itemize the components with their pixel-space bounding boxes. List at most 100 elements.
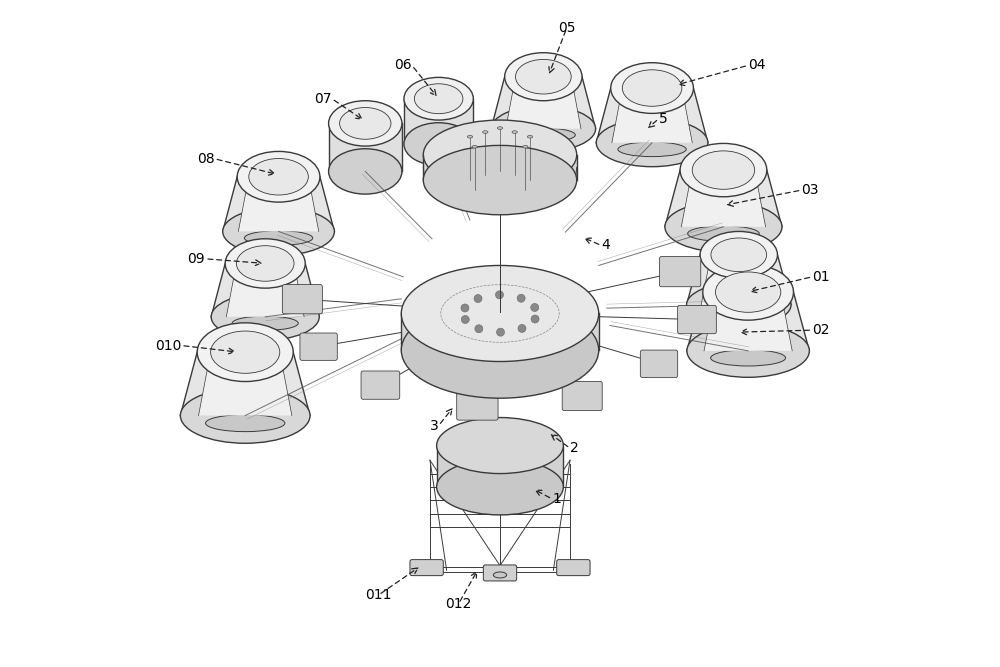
Circle shape [461,315,469,323]
Ellipse shape [665,201,782,252]
Text: 05: 05 [558,21,575,35]
Polygon shape [612,88,692,143]
Ellipse shape [180,388,310,444]
Ellipse shape [414,84,463,113]
Text: 07: 07 [314,92,332,105]
Ellipse shape [237,151,320,202]
Text: 012: 012 [445,597,472,610]
Ellipse shape [223,207,334,255]
Text: 02: 02 [812,323,830,337]
Circle shape [497,328,505,336]
Text: 09: 09 [188,252,205,265]
Ellipse shape [467,135,473,138]
FancyBboxPatch shape [361,371,400,400]
Polygon shape [180,352,310,416]
Circle shape [475,325,483,333]
Polygon shape [199,352,292,416]
Ellipse shape [491,106,596,151]
Ellipse shape [611,63,693,113]
Polygon shape [238,177,319,231]
Polygon shape [458,379,482,394]
Text: 4: 4 [601,239,610,252]
Ellipse shape [711,350,786,366]
Ellipse shape [511,128,575,142]
Circle shape [461,304,469,312]
Polygon shape [226,317,304,323]
Polygon shape [681,227,766,233]
Polygon shape [437,446,563,487]
Circle shape [531,303,539,311]
Text: 1: 1 [552,492,561,506]
FancyBboxPatch shape [483,565,517,581]
Ellipse shape [622,70,682,106]
Circle shape [517,294,525,302]
Ellipse shape [692,151,755,189]
Ellipse shape [687,283,791,327]
Text: 010: 010 [155,339,181,352]
Ellipse shape [211,293,319,340]
Polygon shape [687,292,809,351]
Ellipse shape [472,145,477,148]
Polygon shape [491,77,596,129]
Ellipse shape [225,239,305,288]
Ellipse shape [512,131,517,133]
FancyBboxPatch shape [300,333,337,360]
Ellipse shape [211,331,280,374]
Ellipse shape [437,418,563,474]
Polygon shape [435,372,459,387]
Polygon shape [701,305,776,311]
FancyBboxPatch shape [410,560,443,576]
Ellipse shape [707,304,771,317]
Polygon shape [329,123,402,171]
FancyBboxPatch shape [282,285,322,313]
Ellipse shape [527,135,533,138]
Text: 5: 5 [659,112,667,125]
Ellipse shape [232,316,298,330]
Ellipse shape [715,272,781,312]
Ellipse shape [329,149,402,194]
Ellipse shape [703,264,793,320]
FancyBboxPatch shape [557,560,590,576]
Polygon shape [596,88,708,143]
Ellipse shape [437,459,563,515]
FancyBboxPatch shape [562,382,602,411]
Ellipse shape [516,59,571,94]
Polygon shape [506,77,581,129]
Text: 2: 2 [570,442,579,455]
Polygon shape [541,372,565,387]
Ellipse shape [401,302,599,398]
Polygon shape [401,313,599,350]
Polygon shape [665,170,782,227]
Ellipse shape [493,572,507,578]
Text: 04: 04 [748,59,766,72]
FancyBboxPatch shape [640,350,678,378]
Polygon shape [704,351,792,358]
Ellipse shape [197,323,293,382]
Polygon shape [704,292,792,351]
Ellipse shape [206,415,285,432]
Ellipse shape [700,231,777,278]
Ellipse shape [618,142,686,157]
Polygon shape [423,155,577,180]
Ellipse shape [523,145,528,148]
Ellipse shape [236,245,294,281]
Text: 01: 01 [812,270,830,283]
Circle shape [531,315,539,323]
FancyBboxPatch shape [678,305,716,334]
Circle shape [495,291,503,299]
Text: 08: 08 [197,152,215,165]
Ellipse shape [401,265,599,362]
Ellipse shape [244,231,313,245]
Ellipse shape [483,131,488,133]
Text: 3: 3 [430,419,439,432]
Polygon shape [211,263,319,317]
Polygon shape [404,99,473,144]
Polygon shape [418,364,442,378]
FancyBboxPatch shape [659,257,701,287]
Ellipse shape [423,145,577,215]
Ellipse shape [340,107,391,139]
Ellipse shape [688,226,759,241]
Polygon shape [701,255,776,305]
Circle shape [474,295,482,303]
Ellipse shape [404,123,473,165]
